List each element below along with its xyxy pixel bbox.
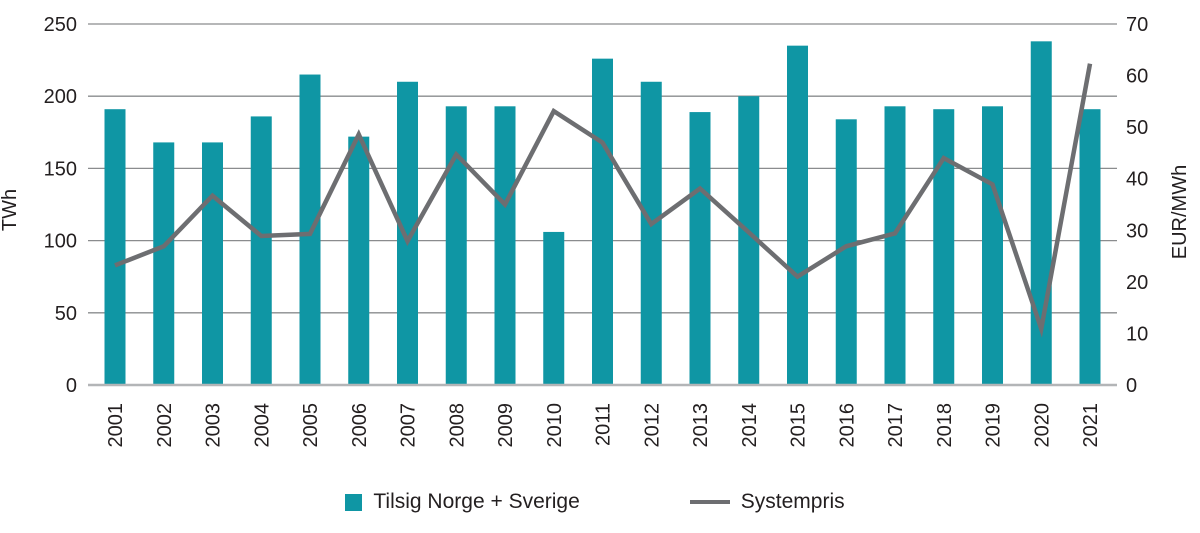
left-axis-tick-label: 100 bbox=[44, 231, 77, 253]
bar bbox=[1079, 109, 1101, 386]
year-label: 2017 bbox=[885, 403, 907, 448]
bar bbox=[348, 136, 370, 385]
year-label: 2011 bbox=[593, 403, 615, 446]
bar bbox=[933, 109, 955, 386]
year-label: 2004 bbox=[251, 403, 273, 448]
right-axis-title: EUR/MWh bbox=[1169, 165, 1191, 259]
year-label: 2016 bbox=[836, 403, 858, 448]
bar bbox=[397, 81, 418, 385]
year-label: 2008 bbox=[446, 403, 468, 448]
year-label: 2021 bbox=[1080, 403, 1102, 448]
bar bbox=[250, 116, 272, 385]
left-axis-tick-label: 150 bbox=[44, 158, 77, 180]
bar bbox=[153, 142, 175, 385]
bar bbox=[543, 231, 565, 385]
year-label: 2012 bbox=[641, 403, 663, 448]
right-axis-tick-label: 10 bbox=[1126, 323, 1148, 345]
bar bbox=[689, 112, 711, 386]
year-label: 2006 bbox=[349, 403, 371, 448]
bar-series-swatch-icon bbox=[345, 493, 363, 511]
year-label: 2005 bbox=[300, 403, 322, 448]
year-label: 2014 bbox=[739, 403, 761, 448]
bar bbox=[884, 106, 906, 386]
bar bbox=[982, 106, 1003, 386]
bar bbox=[202, 142, 223, 385]
bar bbox=[445, 106, 467, 386]
year-label: 2003 bbox=[203, 403, 225, 448]
year-label: 2020 bbox=[1031, 403, 1053, 448]
left-axis-tick-label: 200 bbox=[44, 86, 77, 108]
left-axis-tick-label: 50 bbox=[55, 303, 77, 325]
right-axis-tick-label: 30 bbox=[1126, 220, 1148, 242]
year-label: 2002 bbox=[154, 403, 176, 448]
year-label: 2007 bbox=[398, 403, 420, 448]
bar bbox=[592, 58, 613, 385]
left-axis-title: TWh bbox=[0, 189, 21, 231]
right-axis-tick-label: 20 bbox=[1126, 272, 1148, 294]
year-label: 2009 bbox=[495, 403, 517, 448]
right-axis-tick-label: 70 bbox=[1126, 14, 1148, 36]
year-label: 2001 bbox=[105, 403, 127, 448]
legend-item-tilsig: Tilsig Norge + Sverige bbox=[345, 490, 580, 514]
year-label: 2013 bbox=[690, 403, 712, 448]
year-label: 2010 bbox=[544, 403, 566, 448]
right-axis-tick-label: 50 bbox=[1126, 117, 1148, 139]
legend-item-systempris: Systempris bbox=[689, 490, 845, 514]
right-axis-tick-label: 40 bbox=[1126, 169, 1148, 191]
year-label: 2018 bbox=[934, 403, 956, 448]
left-axis-tick-label: 0 bbox=[66, 375, 77, 397]
bar bbox=[640, 81, 662, 385]
right-axis-tick-label: 0 bbox=[1126, 375, 1137, 397]
year-label: 2015 bbox=[788, 403, 810, 448]
bar bbox=[835, 119, 857, 385]
right-axis-tick-label: 60 bbox=[1126, 66, 1148, 88]
systempris-line bbox=[114, 63, 1093, 338]
bar bbox=[787, 45, 808, 385]
left-axis-tick-label: 250 bbox=[44, 14, 77, 36]
line-series-swatch-icon bbox=[689, 500, 730, 504]
legend-label-systempris: Systempris bbox=[740, 490, 845, 513]
legend-label-tilsig: Tilsig Norge + Sverige bbox=[373, 490, 580, 513]
bar bbox=[738, 96, 760, 385]
legend: Tilsig Norge + Sverige Systempris bbox=[0, 490, 1200, 514]
year-label: 2019 bbox=[983, 403, 1005, 448]
bar bbox=[104, 109, 126, 386]
bar bbox=[494, 106, 516, 386]
